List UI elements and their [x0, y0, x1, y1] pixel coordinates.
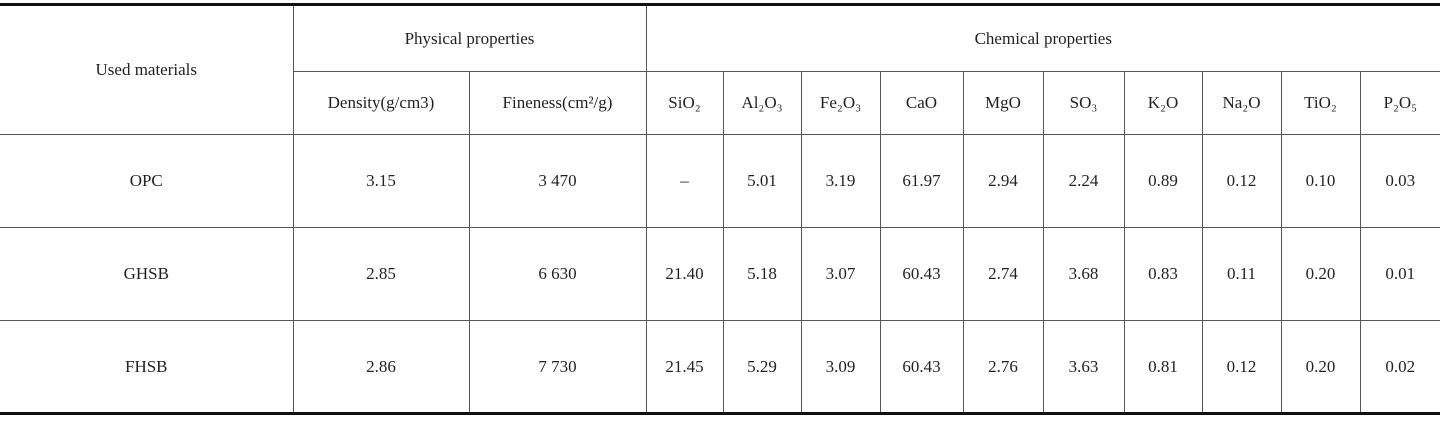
value-cell: 2.74 [962, 227, 1044, 321]
value-cell: 21.45 [645, 320, 724, 415]
value-cell: 2.24 [1042, 134, 1125, 228]
value-cell: 2.86 [292, 320, 470, 415]
value-cell: 0.12 [1201, 134, 1282, 228]
column-header: Fineness(cm²/g) [468, 71, 647, 135]
value-cell: 0.10 [1280, 134, 1361, 228]
value-cell: 3.63 [1042, 320, 1125, 415]
column-header: SiO₂ [645, 71, 724, 135]
value-cell: 0.20 [1280, 227, 1361, 321]
value-cell: 2.76 [962, 320, 1044, 415]
value-cell: – [645, 134, 724, 228]
value-cell: 0.81 [1123, 320, 1203, 415]
column-header: P₂O₅ [1359, 71, 1441, 135]
material-name: OPC [0, 134, 294, 228]
value-cell: 0.01 [1359, 227, 1441, 321]
table-row: OPC 3.15 3 470–5.01 3.19 61.97 2.94 2.24 0.89 0.… [0, 134, 1441, 228]
properties-table: Used materials Physical properties Chemica… [0, 3, 1441, 415]
value-cell: 0.20 [1280, 320, 1361, 415]
column-header: TiO₂ [1280, 71, 1361, 135]
value-cell: 0.03 [1359, 134, 1441, 228]
value-cell: 0.89 [1123, 134, 1203, 228]
value-cell: 0.02 [1359, 320, 1441, 415]
value-cell: 3.19 [800, 134, 881, 228]
value-cell: 3.15 [292, 134, 470, 228]
column-header: MgO [962, 71, 1044, 135]
column-header: CaO [879, 71, 964, 135]
material-name: FHSB [0, 320, 294, 415]
column-header: SO₃ [1042, 71, 1125, 135]
value-cell: 0.12 [1201, 320, 1282, 415]
value-cell: 3 470 [468, 134, 647, 228]
value-cell: 7 730 [468, 320, 647, 415]
column-header: Fe₂O₃ [800, 71, 881, 135]
value-cell: 3.68 [1042, 227, 1125, 321]
value-cell: 5.01 [722, 134, 802, 228]
row-header: Used materials [0, 3, 294, 135]
value-cell: 6 630 [468, 227, 647, 321]
value-cell: 2.85 [292, 227, 470, 321]
value-cell: 60.43 [879, 320, 964, 415]
value-cell: 60.43 [879, 227, 964, 321]
value-cell: 0.11 [1201, 227, 1282, 321]
value-cell: 21.40 [645, 227, 724, 321]
table-row: FHSB 2.86 7 730 21.45 5.29 3.09 60.43 2.76 3.63 0… [0, 320, 1441, 415]
value-cell: 5.29 [722, 320, 802, 415]
table-row: GHSB 2.85 6 630 21.40 5.18 3.07 60.43 2.74 3.68 0… [0, 227, 1441, 321]
column-header: K₂O [1123, 71, 1203, 135]
value-cell: 61.97 [879, 134, 964, 228]
group-header: Physical properties [292, 3, 647, 72]
value-cell: 5.18 [722, 227, 802, 321]
column-header: Al₂O₃ [722, 71, 802, 135]
value-cell: 3.07 [800, 227, 881, 321]
group-header: Chemical properties [645, 3, 1441, 72]
value-cell: 0.83 [1123, 227, 1203, 321]
material-name: GHSB [0, 227, 294, 321]
value-cell: 3.09 [800, 320, 881, 415]
value-cell: 2.94 [962, 134, 1044, 228]
column-header: Density(g/cm3) [292, 71, 470, 135]
table-row: Used materials Physical properties Chemica… [0, 3, 1441, 135]
column-header: Na₂O [1201, 71, 1282, 135]
table-row: Density(g/cm3) Fineness(cm²/g) SiO₂ Al₂O₃ Fe… [0, 71, 1441, 135]
